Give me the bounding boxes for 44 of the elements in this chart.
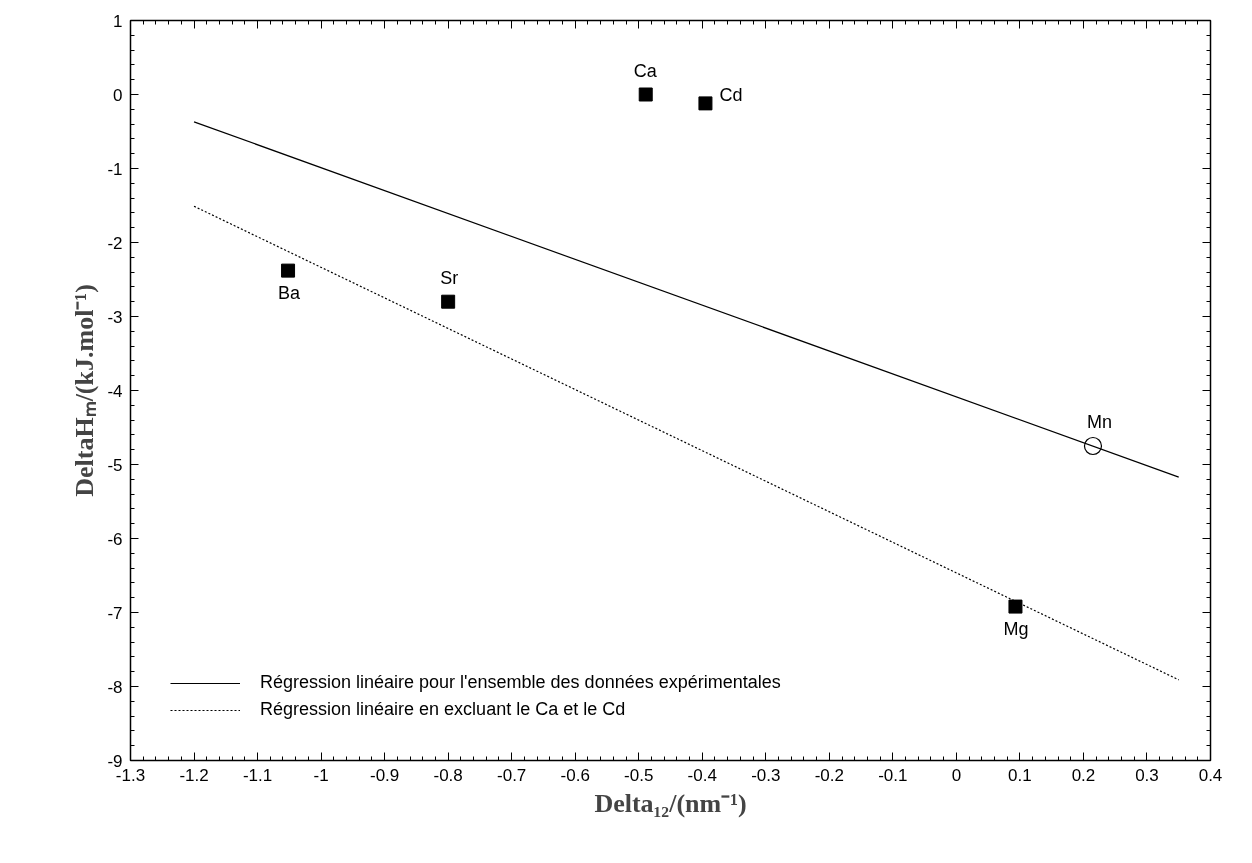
x-tick-label: 0.2: [1071, 765, 1096, 785]
y-tick-label: -6: [107, 529, 123, 549]
x-tick-label: 0: [951, 765, 962, 785]
x-tick-label: -0.1: [878, 765, 908, 785]
x-tick-label: -1: [313, 765, 329, 785]
x-tick-label: 0.3: [1135, 765, 1159, 785]
legend-label: Régression linéaire en excluant le Ca et le Cd: [260, 699, 626, 720]
x-tick-label: -0.9: [369, 765, 400, 785]
y-tick-label: -1: [107, 159, 123, 179]
annotation: Mn: [1086, 412, 1112, 432]
point: [1083, 436, 1103, 456]
annotation: Ba: [278, 282, 302, 303]
y-tick-label: -2: [107, 233, 123, 253]
point: [638, 87, 653, 102]
y-tick-label: -4: [107, 381, 123, 401]
x-axis-title: Delta₁₂/(nm⁻¹): [594, 788, 747, 818]
point: [698, 96, 713, 111]
y-tick-label: -8: [107, 677, 123, 697]
y-tick-label: -7: [107, 603, 123, 623]
x-tick-label: -0.8: [433, 765, 463, 785]
y-tick-label: 0: [113, 85, 123, 105]
annotation: Cd: [719, 85, 743, 106]
x-tick-label: -0.3: [751, 765, 781, 785]
point: [281, 263, 296, 278]
point: [1008, 599, 1023, 614]
y-tick-label: -9: [107, 751, 123, 771]
y-tick-label: -5: [107, 455, 123, 475]
point: [441, 294, 456, 309]
x-tick-label: -0.2: [814, 765, 844, 785]
x-tick-label: -0.4: [687, 765, 717, 785]
x-tick-label: -0.7: [497, 765, 527, 785]
y-axis-title: DeltaHₘ/(kJ.mol⁻¹): [70, 284, 100, 497]
x-tick-label: -0.5: [624, 765, 654, 785]
annotation: Sr: [440, 267, 459, 288]
annotation: Mg: [1003, 618, 1029, 639]
x-tick-label: -1.2: [179, 765, 209, 785]
x-tick-label: -1.1: [242, 765, 273, 785]
annotation: Ca: [633, 60, 658, 81]
x-tick-label: -0.6: [560, 765, 590, 785]
x-tick-label: 0.1: [1008, 765, 1032, 785]
legend-label: Régression linéaire pour l'ensemble des données expérimentales: [260, 672, 781, 693]
x-tick-label: 0.4: [1198, 765, 1223, 785]
y-tick-label: -3: [107, 307, 123, 327]
y-tick-label: 1: [113, 11, 123, 31]
